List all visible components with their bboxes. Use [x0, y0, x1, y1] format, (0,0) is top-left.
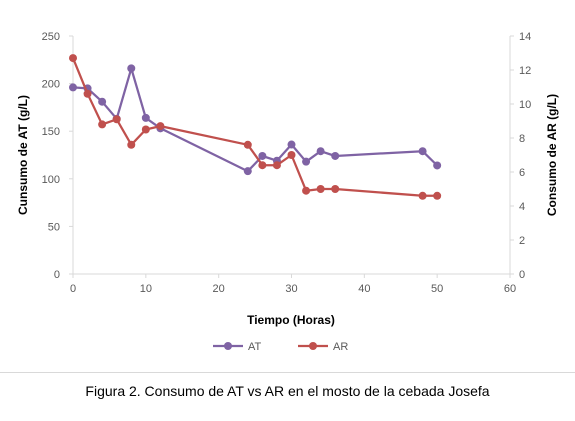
- chart: 0 10 20 30 40 50 6005010015020025002468101214 …: [16, 31, 559, 353]
- right-tick-label: 2: [519, 235, 525, 247]
- right-tick-label: 8: [519, 133, 525, 145]
- legend: AT AR: [213, 341, 348, 353]
- right-tick-label: 10: [519, 99, 531, 111]
- data-point-at: [98, 97, 107, 106]
- data-point-ar: [156, 122, 165, 131]
- x-axis-title: Tiempo (Horas): [247, 313, 335, 327]
- legend-marker-ar: [309, 342, 317, 350]
- legend-label-ar: AR: [333, 341, 348, 353]
- left-tick-label: 0: [54, 269, 60, 281]
- data-point-at: [127, 64, 136, 73]
- data-point-ar: [243, 140, 252, 149]
- x-tick-label: 20: [213, 283, 225, 295]
- data-point-at: [433, 161, 442, 170]
- data-point-ar: [141, 125, 150, 134]
- data-point-ar: [98, 120, 107, 129]
- left-tick-label: 250: [42, 31, 60, 43]
- right-tick-label: 4: [519, 201, 525, 213]
- x-tick-label: 60: [504, 283, 516, 295]
- figure-caption: Figura 2. Consumo de AT vs AR en el most…: [85, 383, 490, 399]
- data-point-ar: [418, 191, 427, 200]
- left-tick-label: 50: [48, 221, 60, 233]
- series-line-ar: [71, 57, 438, 197]
- legend-marker-at: [224, 342, 232, 350]
- data-point-ar: [83, 89, 92, 98]
- data-point-at: [69, 83, 77, 92]
- data-point-ar: [331, 185, 340, 193]
- legend-label-at: AT: [248, 341, 262, 353]
- x-tick-label: 40: [358, 283, 370, 295]
- data-point-ar: [112, 115, 121, 124]
- data-point-at: [287, 140, 296, 149]
- x-tick-label: 10: [140, 283, 152, 295]
- right-axis-title: Consumo de AR (g/L): [545, 94, 559, 216]
- right-tick-label: 12: [519, 65, 531, 77]
- data-point-at: [243, 167, 252, 176]
- x-tick-label: 0: [70, 283, 76, 295]
- data-point-ar: [272, 161, 281, 170]
- left-axis-title: Cunsumo de AT (g/L): [16, 95, 30, 215]
- data-point-ar: [69, 54, 77, 63]
- series-line-at: [72, 67, 438, 173]
- x-tick-label: 50: [431, 283, 443, 295]
- axes: [69, 35, 514, 278]
- data-point-ar: [302, 186, 311, 195]
- data-point-at: [141, 113, 150, 122]
- left-tick-label: 200: [42, 79, 60, 91]
- data-point-ar: [127, 140, 136, 149]
- right-tick-label: 6: [519, 167, 525, 179]
- data-point-ar: [433, 191, 442, 200]
- separator: [0, 372, 575, 373]
- right-tick-label: 14: [519, 31, 531, 43]
- data-point-at: [418, 147, 427, 156]
- data-point-at: [331, 151, 340, 160]
- left-tick-label: 100: [42, 174, 60, 186]
- data-point-ar: [287, 151, 296, 159]
- data-point-ar: [258, 161, 267, 170]
- left-tick-label: 150: [42, 126, 60, 138]
- data-point-at: [302, 157, 311, 166]
- data-point-at: [316, 147, 325, 156]
- data-point-at: [258, 151, 267, 160]
- series-layer: [69, 54, 442, 200]
- x-tick-label: 30: [285, 283, 297, 295]
- data-point-ar: [316, 185, 325, 193]
- right-tick-label: 0: [519, 269, 525, 281]
